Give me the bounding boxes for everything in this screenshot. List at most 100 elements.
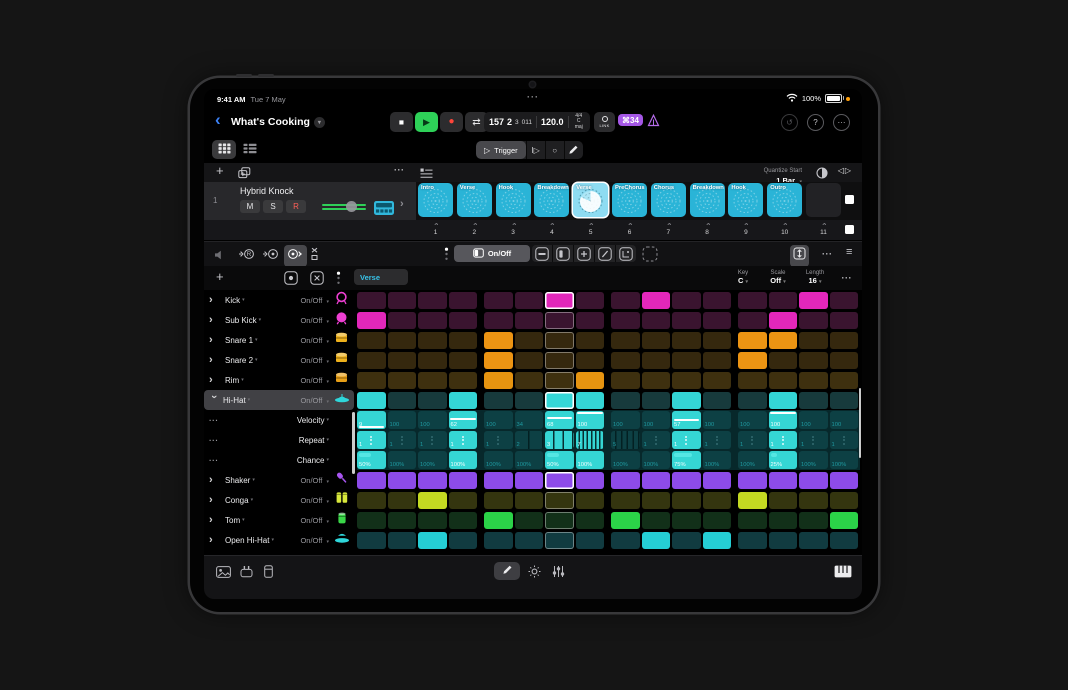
step-cell-snare-1-6[interactable] [514,331,543,349]
step-cell-shaker-12[interactable] [702,471,731,489]
step-cell-shaker-1[interactable] [357,471,386,489]
repeat-cell-8[interactable]: 7 [575,431,604,449]
step-cell-snare-1-16[interactable] [829,331,858,349]
step-cell-kick-13[interactable] [738,291,767,309]
step-cell-tom-1[interactable] [357,511,386,529]
step-cell-sub-kick-10[interactable] [641,311,670,329]
scene-trigger-11[interactable]: › 11 [806,220,841,240]
velocity-cell-8[interactable]: 100 [575,411,604,429]
row-label-rim[interactable]: › Rim ▾ On/Off ▾ [204,370,354,390]
step-cell-shaker-2[interactable] [387,471,416,489]
row-mode-selector[interactable]: On/Off ▾ [300,475,329,485]
scene-tile-hook-9[interactable]: Hook [728,183,764,217]
step-cell-conga-2[interactable] [387,491,416,509]
row-mode-selector[interactable]: On/Off ▾ [300,495,329,505]
step-record-icon[interactable]: R [238,247,255,265]
step-cell-snare-1-15[interactable] [799,331,828,349]
step-cell-snare-2-13[interactable] [738,351,767,369]
step-cell-sub-kick-8[interactable] [575,311,604,329]
scene-tile-chorus-7[interactable]: Chorus [650,183,686,217]
step-cell-conga-10[interactable] [641,491,670,509]
pattern-follow-icon[interactable] [262,247,279,265]
step-cell-open-hi-hat-12[interactable] [702,531,731,549]
step-cell-conga-16[interactable] [829,491,858,509]
row-handle-icon[interactable]: ··· [209,435,219,445]
step-cell-snare-1-1[interactable] [357,331,386,349]
pattern-name-chip[interactable]: Verse [354,269,408,285]
step-cell-tom-6[interactable] [514,511,543,529]
undo-button[interactable]: ↺ [781,114,798,131]
step-cell-shaker-7[interactable] [545,471,574,489]
smart-controls-icon[interactable] [528,565,541,583]
step-cell-open-hi-hat-2[interactable] [387,531,416,549]
step-cell-snare-2-11[interactable] [672,351,701,369]
help-button[interactable]: ? [807,114,824,131]
inspector-icon[interactable] [264,565,273,583]
step-cell-tom-5[interactable] [484,511,513,529]
step-cell-snare-2-14[interactable] [768,351,797,369]
stop-all-scenes-button[interactable] [845,225,854,234]
metronome-icon[interactable] [647,113,660,132]
add-track-button[interactable]: + [216,163,224,178]
repeat-cell-7[interactable]: 3 [545,431,574,449]
step-cell-snare-1-8[interactable] [575,331,604,349]
step-cell-sub-kick-6[interactable] [514,311,543,329]
step-cell-tom-11[interactable] [672,511,701,529]
step-cell-rim-13[interactable] [738,371,767,389]
record-take-button[interactable]: ○ [544,141,564,159]
step-cell-tom-4[interactable] [448,511,477,529]
step-cell-open-hi-hat-14[interactable] [768,531,797,549]
note-repeat-mode-icon[interactable] [573,245,594,262]
velocity-cell-9[interactable]: 100 [611,411,640,429]
step-cell-snare-1-10[interactable] [641,331,670,349]
row-split-icon[interactable] [310,247,319,266]
step-cell-open-hi-hat-7[interactable] [545,531,574,549]
row-mode-selector[interactable]: On/Off ▾ [300,515,329,525]
velocity-cell-7[interactable]: 68 [545,411,574,429]
chance-cell-15[interactable]: 100% [799,451,828,469]
chance-cell-3[interactable]: 100% [418,451,447,469]
step-cell-snare-1-13[interactable] [738,331,767,349]
scene-tile-prechorus-6[interactable]: PreChorus [612,183,647,217]
chance-cell-14[interactable]: 25% [768,451,797,469]
chance-cell-6[interactable]: 100% [514,451,543,469]
repeat-cell-11[interactable]: 1 [672,431,701,449]
velocity-cell-4[interactable]: 62 [448,411,477,429]
step-cell-kick-14[interactable] [768,291,797,309]
step-cell-open-hi-hat-4[interactable] [448,531,477,549]
repeat-cell-15[interactable]: 1 [799,431,828,449]
step-cell-hi-hat-5[interactable] [484,391,513,409]
repeat-cell-10[interactable]: 1 [641,431,670,449]
step-cell-sub-kick-5[interactable] [484,311,513,329]
step-cell-tom-2[interactable] [387,511,416,529]
grid-scrollbar[interactable] [858,388,861,458]
velocity-cell-11[interactable]: 57 [672,411,701,429]
step-cell-snare-1-2[interactable] [387,331,416,349]
velocity-cell-16[interactable]: 100 [829,411,858,429]
pattern-more-button[interactable]: ··· [841,273,852,283]
row-mode-selector[interactable]: On/Off ▾ [300,295,329,305]
chance-cell-5[interactable]: 100% [484,451,513,469]
drag-handle-icon[interactable] [444,247,449,266]
velocity-cell-3[interactable]: 100 [418,411,447,429]
row-label-tom[interactable]: › Tom ▾ On/Off ▾ [204,510,354,530]
scene-trigger-3[interactable]: › 3 [496,220,531,240]
step-cell-tom-3[interactable] [418,511,447,529]
row-disclosure-chevron[interactable]: › [209,374,213,386]
repeat-cell-3[interactable]: 1 [418,431,447,449]
scene-trigger-2[interactable]: › 2 [457,220,492,240]
step-cell-snare-2-9[interactable] [611,351,640,369]
step-cell-sub-kick-4[interactable] [448,311,477,329]
step-cell-snare-2-5[interactable] [484,351,513,369]
step-cell-hi-hat-13[interactable] [738,391,767,409]
offset-mode-icon[interactable] [615,245,636,262]
step-cell-conga-4[interactable] [448,491,477,509]
row-disclosure-chevron[interactable]: › [209,334,213,346]
row-mode-selector[interactable]: On/Off ▾ [300,335,329,345]
step-cell-kick-7[interactable] [545,291,574,309]
scene-tile-breakdown-8[interactable]: Breakdown [689,183,725,217]
track-volume-slider[interactable] [322,201,376,212]
chance-cell-13[interactable]: 100% [738,451,767,469]
scene-tile-breakdown-4[interactable]: Breakdown [534,183,570,217]
scene-trigger-9[interactable]: › 9 [728,220,763,240]
